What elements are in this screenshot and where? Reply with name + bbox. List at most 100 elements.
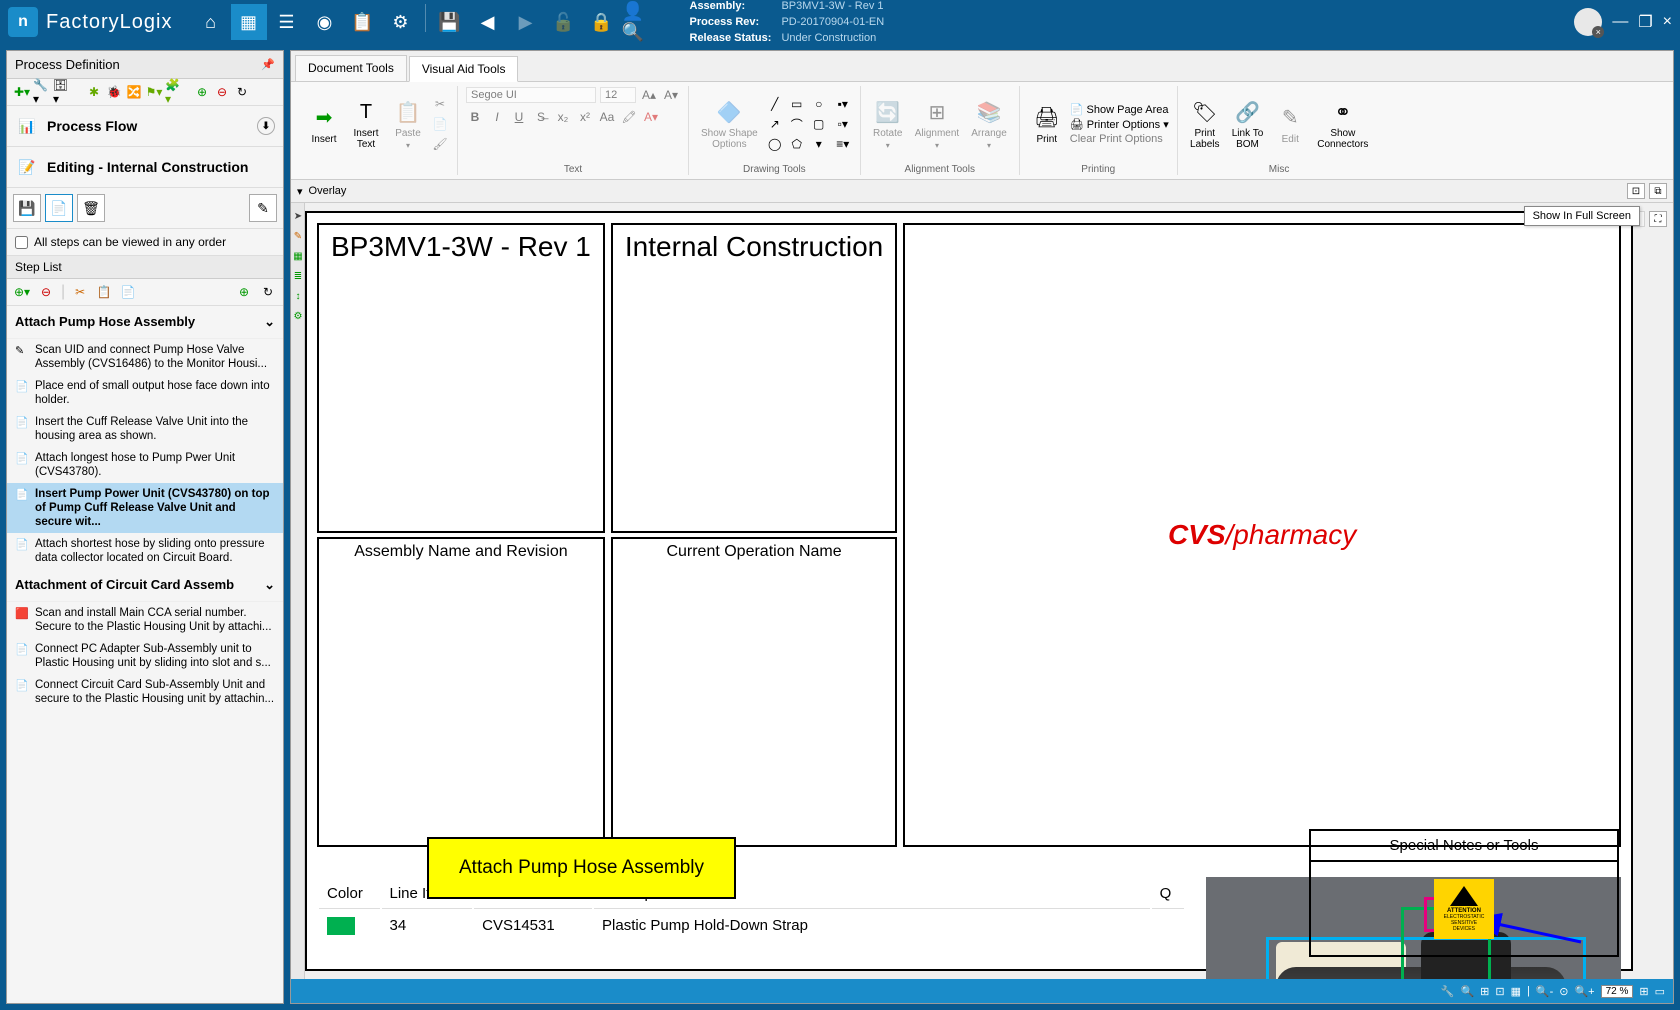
process-flow-header[interactable]: 📊 Process Flow ⬇ bbox=[7, 106, 283, 147]
search-user-icon[interactable]: 👤🔍 bbox=[622, 4, 658, 40]
font-color-icon[interactable]: A▾ bbox=[642, 108, 660, 126]
show-page-area[interactable]: 📄 Show Page Area bbox=[1070, 103, 1169, 116]
more-shapes-icon[interactable]: ▾ bbox=[810, 135, 828, 153]
stack-icon[interactable]: ☰ bbox=[269, 4, 305, 40]
gear-tool-icon[interactable]: ⚙ bbox=[291, 311, 305, 331]
poly-icon[interactable]: ⬠ bbox=[788, 135, 806, 153]
step-paste-icon[interactable]: 📄 bbox=[119, 283, 137, 301]
overlay-clone-icon[interactable]: ⊡ bbox=[1627, 183, 1645, 199]
alignment-button[interactable]: ⊞Alignment▾ bbox=[911, 96, 963, 152]
underline-icon[interactable]: U bbox=[510, 108, 528, 126]
step-item[interactable]: 📄Place end of small output hose face dow… bbox=[7, 375, 283, 411]
fullscreen-icon[interactable]: ⛶ bbox=[1649, 211, 1667, 227]
collapse-icon[interactable]: ⬇ bbox=[257, 117, 275, 135]
circle-icon[interactable]: ○ bbox=[810, 95, 828, 113]
wand-tool-icon[interactable]: ✎ bbox=[291, 231, 305, 251]
weight-icon[interactable]: ≡▾ bbox=[834, 135, 852, 153]
globe-icon[interactable]: ◉ bbox=[307, 4, 343, 40]
insert-button[interactable]: ➡Insert bbox=[305, 102, 343, 147]
gear-icon[interactable]: ⚙ bbox=[383, 4, 419, 40]
bold-icon[interactable]: B bbox=[466, 108, 484, 126]
zoom-value[interactable]: 72 % bbox=[1601, 985, 1634, 998]
table-tool-icon[interactable]: ▦ bbox=[291, 251, 305, 271]
shape-picker[interactable]: ╱ ▭ ○ ↗ ⌒ ▢ ◯ ⬠ ▾ bbox=[766, 95, 830, 153]
zoom-reset-icon[interactable]: ⊙ bbox=[1559, 985, 1568, 998]
forward-icon[interactable]: ▶ bbox=[508, 4, 544, 40]
edit-file-icon[interactable]: ✎ bbox=[249, 194, 277, 222]
status-icon[interactable]: 🔧 bbox=[1441, 985, 1455, 998]
step-item[interactable]: 📄Insert the Cuff Release Valve Unit into… bbox=[7, 411, 283, 447]
step-refresh-icon[interactable]: ↻ bbox=[259, 283, 277, 301]
outline-icon[interactable]: ▫▾ bbox=[834, 115, 852, 133]
pin-icon[interactable]: 📌 bbox=[261, 58, 275, 71]
grid-icon[interactable]: ▦ bbox=[231, 4, 267, 40]
ellipse-icon[interactable]: ◯ bbox=[766, 135, 784, 153]
up-tool-icon[interactable]: ↕ bbox=[291, 291, 305, 311]
arrange-button[interactable]: 📚Arrange▾ bbox=[967, 96, 1011, 152]
add-icon[interactable]: ✚▾ bbox=[13, 83, 31, 101]
zoom-fit-icon[interactable]: ⊞ bbox=[1639, 985, 1648, 998]
step-add-icon[interactable]: ⊕▾ bbox=[13, 283, 31, 301]
step-item[interactable]: 📄Connect Circuit Card Sub-Assembly Unit … bbox=[7, 674, 283, 710]
sub-icon[interactable]: x₂ bbox=[554, 108, 572, 126]
close-button[interactable]: × bbox=[1663, 13, 1672, 31]
show-shape-button[interactable]: 🔷Show Shape Options bbox=[697, 96, 762, 152]
print-labels-button[interactable]: 🏷Print Labels bbox=[1186, 96, 1224, 152]
tab-visual-aid-tools[interactable]: Visual Aid Tools bbox=[409, 56, 519, 82]
link-bom-button[interactable]: 🔗Link To BOM bbox=[1228, 96, 1268, 152]
pointer-tool-icon[interactable]: ➤ bbox=[291, 211, 305, 231]
step-item[interactable]: 📄Attach longest hose to Pump Pwer Unit (… bbox=[7, 447, 283, 483]
step-item[interactable]: ✎Scan UID and connect Pump Hose Valve As… bbox=[7, 339, 283, 375]
paste-button[interactable]: 📋Paste▾ bbox=[389, 96, 427, 152]
doc-file-icon[interactable]: 📄 bbox=[45, 194, 73, 222]
sup-icon[interactable]: x² bbox=[576, 108, 594, 126]
restore-button[interactable]: ❐ bbox=[1638, 12, 1652, 32]
zoom-out-icon[interactable]: 🔍- bbox=[1536, 985, 1553, 998]
step-item[interactable]: 🟥Scan and install Main CCA serial number… bbox=[7, 602, 283, 638]
font-size-select[interactable]: 12 bbox=[600, 87, 636, 103]
shrink-font-icon[interactable]: A▾ bbox=[662, 86, 680, 104]
minus-icon[interactable]: ⊖ bbox=[213, 83, 231, 101]
any-order-checkbox[interactable] bbox=[15, 236, 28, 249]
line-icon[interactable]: ╱ bbox=[766, 95, 784, 113]
rrect-icon[interactable]: ▢ bbox=[810, 115, 828, 133]
step-item[interactable]: 📄Attach shortest hose by sliding onto pr… bbox=[7, 533, 283, 569]
status-icon[interactable]: ⊡ bbox=[1495, 985, 1504, 998]
back-icon[interactable]: ◀ bbox=[470, 4, 506, 40]
step-up-icon[interactable]: ⊕ bbox=[235, 283, 253, 301]
font-name-select[interactable]: Segoe UI bbox=[466, 87, 596, 103]
edit-button[interactable]: ✎Edit bbox=[1271, 102, 1309, 147]
show-connectors-button[interactable]: ⚭Show Connectors bbox=[1313, 96, 1372, 152]
grow-font-icon[interactable]: A▴ bbox=[640, 86, 658, 104]
status-icon[interactable]: 🔍 bbox=[1460, 985, 1474, 998]
save-file-icon[interactable]: 💾 bbox=[13, 194, 41, 222]
highlight-icon[interactable]: 🖍 bbox=[620, 108, 638, 126]
printer-options[interactable]: 🖨 Printer Options ▾ bbox=[1070, 118, 1169, 131]
arrow-icon[interactable]: ↗ bbox=[766, 115, 784, 133]
step-group-1[interactable]: Attach Pump Hose Assembly ⌄ bbox=[7, 306, 283, 339]
save-icon[interactable]: 💾 bbox=[432, 4, 468, 40]
wizard-icon[interactable]: 🔧▾ bbox=[33, 83, 51, 101]
bug-icon[interactable]: 🐞 bbox=[105, 83, 123, 101]
italic-icon[interactable]: I bbox=[488, 108, 506, 126]
lock-icon[interactable]: 🔒 bbox=[584, 4, 620, 40]
rotate-button[interactable]: 🔄Rotate▾ bbox=[869, 96, 907, 152]
minimize-button[interactable]: — bbox=[1612, 13, 1628, 31]
db-icon[interactable]: 🗄▾ bbox=[53, 83, 71, 101]
unlock-icon[interactable]: 🔓 bbox=[546, 4, 582, 40]
step-copy-icon[interactable]: 📋 bbox=[95, 283, 113, 301]
step-cut-icon[interactable]: ✂ bbox=[71, 283, 89, 301]
rect-icon[interactable]: ▭ bbox=[788, 95, 806, 113]
copy-icon[interactable]: 📄 bbox=[431, 115, 449, 133]
any-order-row[interactable]: All steps can be viewed in any order bbox=[7, 229, 283, 256]
step-del-icon[interactable]: ⊖ bbox=[37, 283, 55, 301]
case-icon[interactable]: Aa bbox=[598, 108, 616, 126]
dropdown-icon[interactable]: ▾ bbox=[297, 185, 303, 198]
tab-document-tools[interactable]: Document Tools bbox=[295, 55, 407, 81]
list-tool-icon[interactable]: ≣ bbox=[291, 271, 305, 291]
status-icon[interactable]: ▦ bbox=[1511, 985, 1521, 998]
tree-icon[interactable]: 🔀 bbox=[125, 83, 143, 101]
star-icon[interactable]: ✱ bbox=[85, 83, 103, 101]
flag-icon[interactable]: ⚑▾ bbox=[145, 83, 163, 101]
plus2-icon[interactable]: ⊕ bbox=[193, 83, 211, 101]
